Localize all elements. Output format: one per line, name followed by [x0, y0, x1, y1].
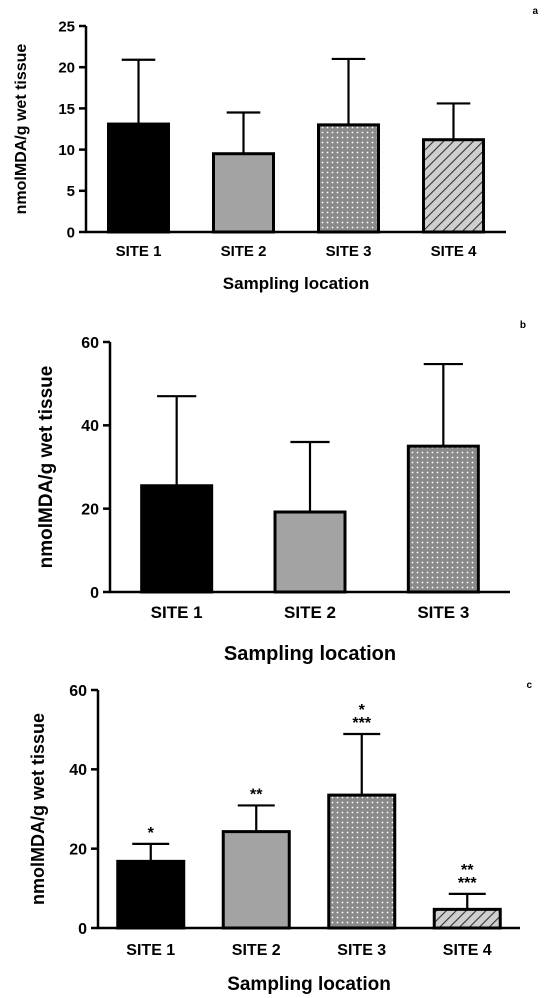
y-tick-label: 20 [81, 501, 99, 518]
significance-label: * [359, 702, 366, 719]
panel-label: b [520, 320, 526, 331]
x-tick-label: SITE 4 [431, 243, 478, 260]
bar [422, 138, 485, 234]
x-tick-label: SITE 2 [221, 243, 267, 260]
y-axis-label: nmolMDA/g wet tissue [28, 713, 48, 905]
x-tick-label: SITE 3 [337, 942, 386, 959]
significance-label: *** [458, 875, 477, 892]
x-tick-label: SITE 3 [326, 243, 372, 260]
bar [221, 830, 291, 930]
x-tick-label: SITE 2 [284, 603, 336, 622]
x-tick-label: SITE 1 [126, 942, 175, 959]
bar [212, 152, 275, 234]
significance-label: ** [250, 786, 263, 803]
bar [140, 484, 214, 594]
panel-label: c [526, 680, 532, 691]
x-tick-label: SITE 4 [443, 942, 492, 959]
panel-label: a [532, 6, 538, 17]
bar [317, 123, 380, 234]
x-tick-label: SITE 1 [151, 603, 203, 622]
x-axis-label: Sampling location [223, 274, 369, 293]
bar [327, 793, 397, 930]
bar [116, 859, 186, 930]
x-tick-label: SITE 2 [232, 942, 281, 959]
bar [273, 510, 347, 594]
y-tick-label: 20 [69, 841, 87, 858]
y-tick-label: 10 [58, 142, 75, 159]
y-tick-label: 5 [67, 183, 75, 200]
significance-label: * [148, 825, 155, 842]
chart-panel-b: 0 20 40 60 nmolMDA/g wet tissue SITE 1 SITE 2 S… [36, 320, 526, 665]
y-tick-label: 0 [67, 224, 75, 241]
y-tick-label: 60 [81, 335, 99, 352]
x-tick-label: SITE 1 [116, 243, 162, 260]
x-axis-label: Sampling location [227, 974, 391, 995]
y-tick-label: 15 [58, 101, 75, 118]
y-tick-label: 0 [78, 921, 87, 938]
bar [406, 444, 480, 594]
y-tick-label: 40 [81, 418, 99, 435]
y-tick-label: 25 [58, 18, 75, 35]
y-tick-label: 40 [69, 762, 87, 779]
y-tick-label: 60 [69, 683, 87, 700]
bar [107, 122, 170, 234]
y-axis-label: nmolMDA/g wet tissue [13, 44, 30, 215]
chart-panel-c: 0 20 40 60 nmolMDA/g wet tissue * SITE 1 ** SITE… [28, 680, 532, 995]
x-tick-label: SITE 3 [417, 603, 469, 622]
y-tick-label: 20 [58, 60, 75, 77]
y-tick-label: 0 [90, 585, 99, 602]
chart-panel-a: 0 5 10 15 20 25 nmolMDA/g wet tissue SITE 1 SITE… [13, 6, 538, 293]
significance-label: ** [461, 862, 474, 879]
significance-label: *** [352, 715, 371, 732]
x-axis-label: Sampling location [224, 643, 396, 665]
y-axis-label: nmolMDA/g wet tissue [36, 366, 57, 569]
bar [432, 907, 502, 930]
